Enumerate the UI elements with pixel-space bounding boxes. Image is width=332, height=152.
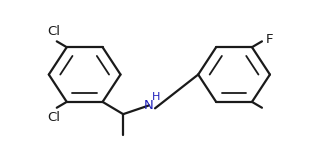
- Text: Cl: Cl: [47, 25, 61, 38]
- Text: Cl: Cl: [47, 111, 61, 124]
- Text: H: H: [152, 92, 161, 102]
- Text: F: F: [265, 33, 273, 46]
- Text: N: N: [144, 99, 154, 112]
